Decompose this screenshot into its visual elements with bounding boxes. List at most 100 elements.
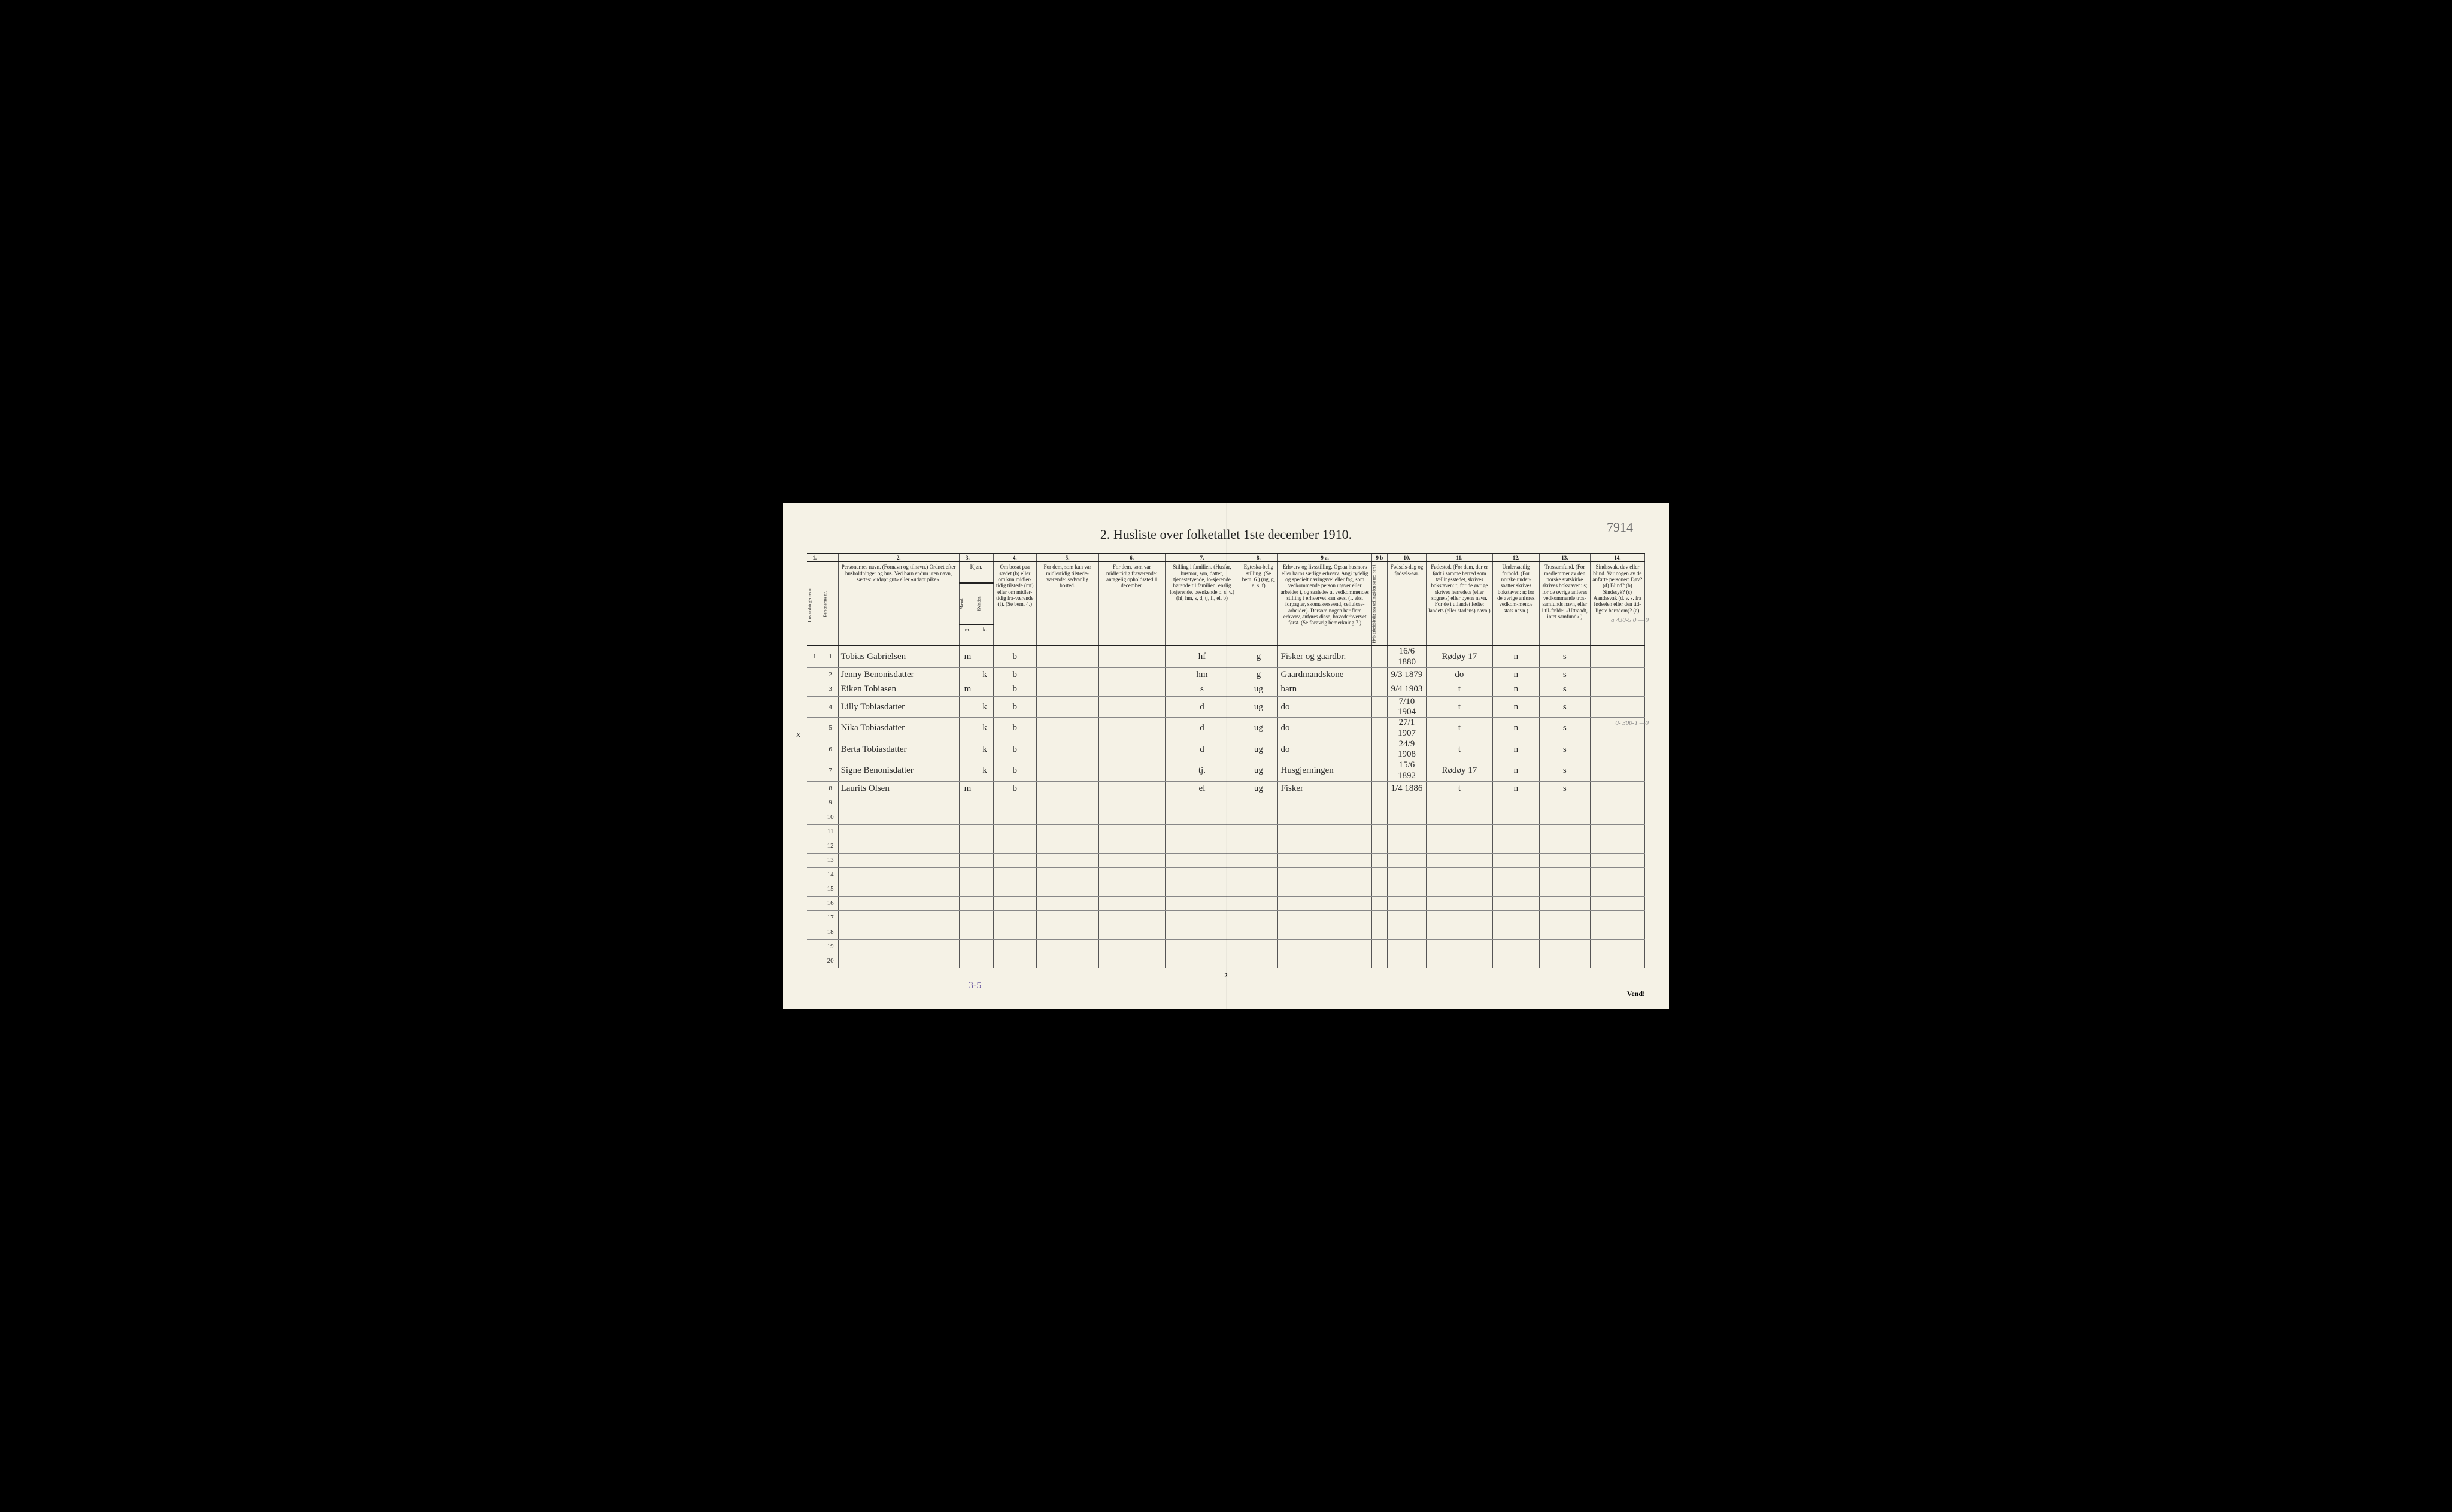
cell-res bbox=[993, 810, 1036, 824]
cell-pn: 12 bbox=[823, 839, 838, 853]
cell-wl bbox=[1371, 810, 1387, 824]
cell-occ bbox=[1278, 839, 1371, 853]
cell-pn: 9 bbox=[823, 796, 838, 810]
column-number bbox=[976, 554, 994, 562]
cell-wl bbox=[1371, 910, 1387, 925]
cell-res bbox=[993, 882, 1036, 896]
cell-hh bbox=[807, 682, 823, 696]
cell-wl bbox=[1371, 682, 1387, 696]
cell-pn: 18 bbox=[823, 925, 838, 939]
cell-birthplace: Rødøy 17 bbox=[1427, 760, 1493, 782]
col-male: Mænd. bbox=[959, 583, 976, 624]
cell-rel bbox=[1539, 954, 1590, 968]
cell-m bbox=[959, 882, 976, 896]
cell-res: b bbox=[993, 760, 1036, 782]
cell-birthplace: do bbox=[1427, 667, 1493, 682]
cell-occ: Fisker og gaardbr. bbox=[1278, 646, 1371, 667]
cell-fam bbox=[1165, 853, 1239, 867]
cell-wl bbox=[1371, 760, 1387, 782]
cell-c6 bbox=[1098, 739, 1165, 760]
cell-res bbox=[993, 796, 1036, 810]
cell-hh bbox=[807, 867, 823, 882]
cell-m bbox=[959, 925, 976, 939]
cell-occ: barn bbox=[1278, 682, 1371, 696]
cell-dob bbox=[1387, 910, 1426, 925]
cell-name bbox=[838, 796, 959, 810]
cell-hh bbox=[807, 882, 823, 896]
cell-k bbox=[976, 867, 994, 882]
cell-nat bbox=[1492, 954, 1539, 968]
cell-name bbox=[838, 896, 959, 910]
cell-mar: g bbox=[1239, 646, 1278, 667]
cell-occ bbox=[1278, 910, 1371, 925]
cell-mar: ug bbox=[1239, 739, 1278, 760]
cell-k bbox=[976, 682, 994, 696]
cell-wl bbox=[1371, 925, 1387, 939]
cell-dob: 16/6 1880 bbox=[1387, 646, 1426, 667]
col-residence: Om bosat paa stedet (b) eller om kun mid… bbox=[993, 562, 1036, 646]
cell-c5 bbox=[1036, 896, 1098, 910]
table-row-blank: 15 bbox=[807, 882, 1645, 896]
cell-wl bbox=[1371, 739, 1387, 760]
cell-c5 bbox=[1036, 718, 1098, 739]
cell-c14 bbox=[1590, 853, 1644, 867]
cell-name: Jenny Benonisdatter bbox=[838, 667, 959, 682]
cell-c6 bbox=[1098, 760, 1165, 782]
cell-res: b bbox=[993, 696, 1036, 718]
col-name: Personernes navn. (Fornavn og tilnavn.) … bbox=[838, 562, 959, 646]
cell-c5 bbox=[1036, 739, 1098, 760]
cell-c6 bbox=[1098, 824, 1165, 839]
cell-k bbox=[976, 954, 994, 968]
cell-rel bbox=[1539, 910, 1590, 925]
cell-pn: 8 bbox=[823, 781, 838, 796]
col-person-nr: Personernes nr. bbox=[823, 562, 838, 646]
bottom-handwritten-annot: 3-5 bbox=[969, 980, 981, 991]
margin-annotation-mid: 0- 300-1 —0 bbox=[1615, 719, 1649, 727]
cell-fam bbox=[1165, 839, 1239, 853]
cell-c14 bbox=[1590, 796, 1644, 810]
cell-k bbox=[976, 810, 994, 824]
column-number: 14. bbox=[1590, 554, 1644, 562]
table-row: 5Nika Tobiasdatterkbdugdo27/1 1907tns bbox=[807, 718, 1645, 739]
cell-hh bbox=[807, 796, 823, 810]
cell-c6 bbox=[1098, 781, 1165, 796]
cell-fam bbox=[1165, 896, 1239, 910]
census-page: 7914 a 430-5 0 — 0 0- 300-1 —0 2. Huslis… bbox=[783, 503, 1669, 1009]
cell-pn: 5 bbox=[823, 718, 838, 739]
cell-hh: 1 bbox=[807, 646, 823, 667]
cell-c14 bbox=[1590, 925, 1644, 939]
cell-res bbox=[993, 824, 1036, 839]
cell-birthplace bbox=[1427, 796, 1493, 810]
cell-name bbox=[838, 853, 959, 867]
cell-c5 bbox=[1036, 954, 1098, 968]
cell-mar bbox=[1239, 910, 1278, 925]
cell-c14 bbox=[1590, 910, 1644, 925]
cell-occ bbox=[1278, 867, 1371, 882]
cell-birthplace: t bbox=[1427, 696, 1493, 718]
cell-pn: 11 bbox=[823, 824, 838, 839]
cell-rel bbox=[1539, 810, 1590, 824]
table-row-blank: 16 bbox=[807, 896, 1645, 910]
cell-pn: 19 bbox=[823, 939, 838, 954]
cell-birthplace: t bbox=[1427, 718, 1493, 739]
cell-m bbox=[959, 839, 976, 853]
cell-occ bbox=[1278, 882, 1371, 896]
cell-rel bbox=[1539, 939, 1590, 954]
cell-k bbox=[976, 796, 994, 810]
cell-wl bbox=[1371, 853, 1387, 867]
census-table-wrap: 1.2.3.4.5.6.7.8.9 a.9 b10.11.12.13.14. H… bbox=[807, 553, 1645, 968]
cell-k bbox=[976, 853, 994, 867]
cell-name: Lilly Tobiasdatter bbox=[838, 696, 959, 718]
table-row-blank: 19 bbox=[807, 939, 1645, 954]
cell-c5 bbox=[1036, 696, 1098, 718]
cell-c6 bbox=[1098, 867, 1165, 882]
cell-hh bbox=[807, 839, 823, 853]
cell-hh bbox=[807, 667, 823, 682]
cell-hh bbox=[807, 910, 823, 925]
cell-hh bbox=[807, 824, 823, 839]
cell-c5 bbox=[1036, 882, 1098, 896]
cell-nat: n bbox=[1492, 667, 1539, 682]
table-row: 7Signe Benonisdatterkbtj.ugHusgjerningen… bbox=[807, 760, 1645, 782]
cell-rel: s bbox=[1539, 739, 1590, 760]
cell-nat bbox=[1492, 896, 1539, 910]
